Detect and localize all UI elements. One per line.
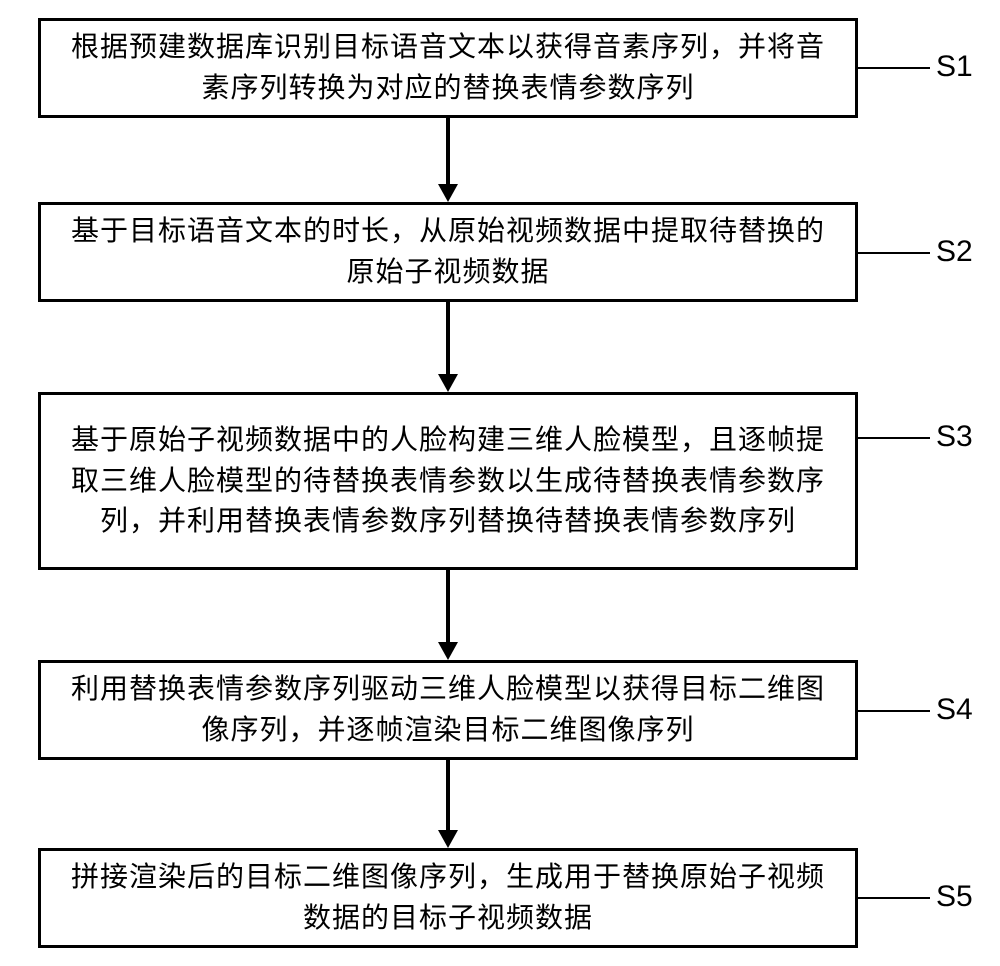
flow-node-text: 基于原始子视频数据中的人脸构建三维人脸模型，且逐帧提取三维人脸模型的待替换表情参… (41, 420, 855, 542)
lead-line-s3 (858, 437, 930, 439)
flow-node-text: 基于目标语音文本的时长，从原始视频数据中提取待替换的原始子视频数据 (41, 211, 855, 292)
arrow-head-s3-s4 (438, 642, 458, 660)
step-label-l1: S1 (936, 50, 973, 84)
flow-node-text: 拼接渲染后的目标二维图像序列，生成用于替换原始子视频数据的目标子视频数据 (41, 857, 855, 938)
arrow-head-s4-s5 (438, 830, 458, 848)
arrow-line-s4-s5 (446, 760, 450, 830)
flow-node-text: 利用替换表情参数序列驱动三维人脸模型以获得目标二维图像序列，并逐帧渲染目标二维图… (41, 669, 855, 750)
lead-line-s5 (858, 897, 930, 899)
flowchart-stage: 根据预建数据库识别目标语音文本以获得音素序列，并将音素序列转换为对应的替换表情参… (0, 0, 1000, 966)
arrow-line-s2-s3 (446, 302, 450, 374)
flow-node-s5: 拼接渲染后的目标二维图像序列，生成用于替换原始子视频数据的目标子视频数据 (38, 848, 858, 948)
lead-line-s1 (858, 67, 930, 69)
arrow-head-s1-s2 (438, 184, 458, 202)
flow-node-s2: 基于目标语音文本的时长，从原始视频数据中提取待替换的原始子视频数据 (38, 202, 858, 302)
flow-node-s4: 利用替换表情参数序列驱动三维人脸模型以获得目标二维图像序列，并逐帧渲染目标二维图… (38, 660, 858, 760)
step-label-l3: S3 (936, 420, 973, 454)
flow-node-s1: 根据预建数据库识别目标语音文本以获得音素序列，并将音素序列转换为对应的替换表情参… (38, 18, 858, 118)
step-label-l2: S2 (936, 235, 973, 269)
arrow-line-s3-s4 (446, 570, 450, 642)
arrow-head-s2-s3 (438, 374, 458, 392)
arrow-line-s1-s2 (446, 118, 450, 184)
step-label-l5: S5 (936, 880, 973, 914)
lead-line-s4 (858, 710, 930, 712)
flow-node-text: 根据预建数据库识别目标语音文本以获得音素序列，并将音素序列转换为对应的替换表情参… (41, 27, 855, 108)
step-label-l4: S4 (936, 693, 973, 727)
flow-node-s3: 基于原始子视频数据中的人脸构建三维人脸模型，且逐帧提取三维人脸模型的待替换表情参… (38, 392, 858, 570)
lead-line-s2 (858, 252, 930, 254)
